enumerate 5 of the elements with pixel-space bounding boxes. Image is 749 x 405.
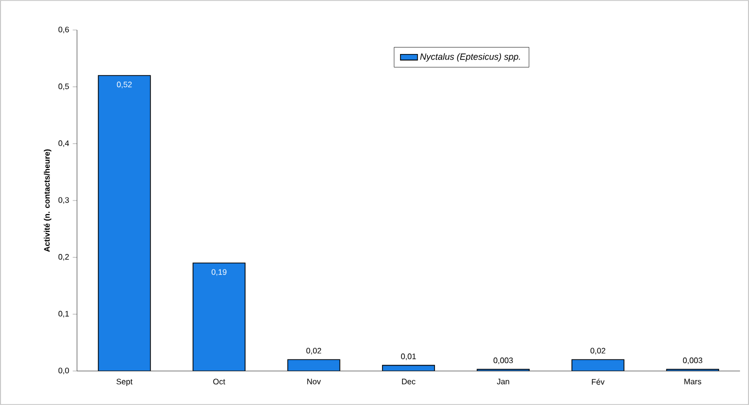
bar: [288, 360, 340, 371]
bar: [98, 75, 151, 371]
bar: [572, 360, 624, 371]
bar: [192, 262, 246, 371]
legend-label: Nyctalus (Eptesicus) spp.: [420, 53, 520, 62]
